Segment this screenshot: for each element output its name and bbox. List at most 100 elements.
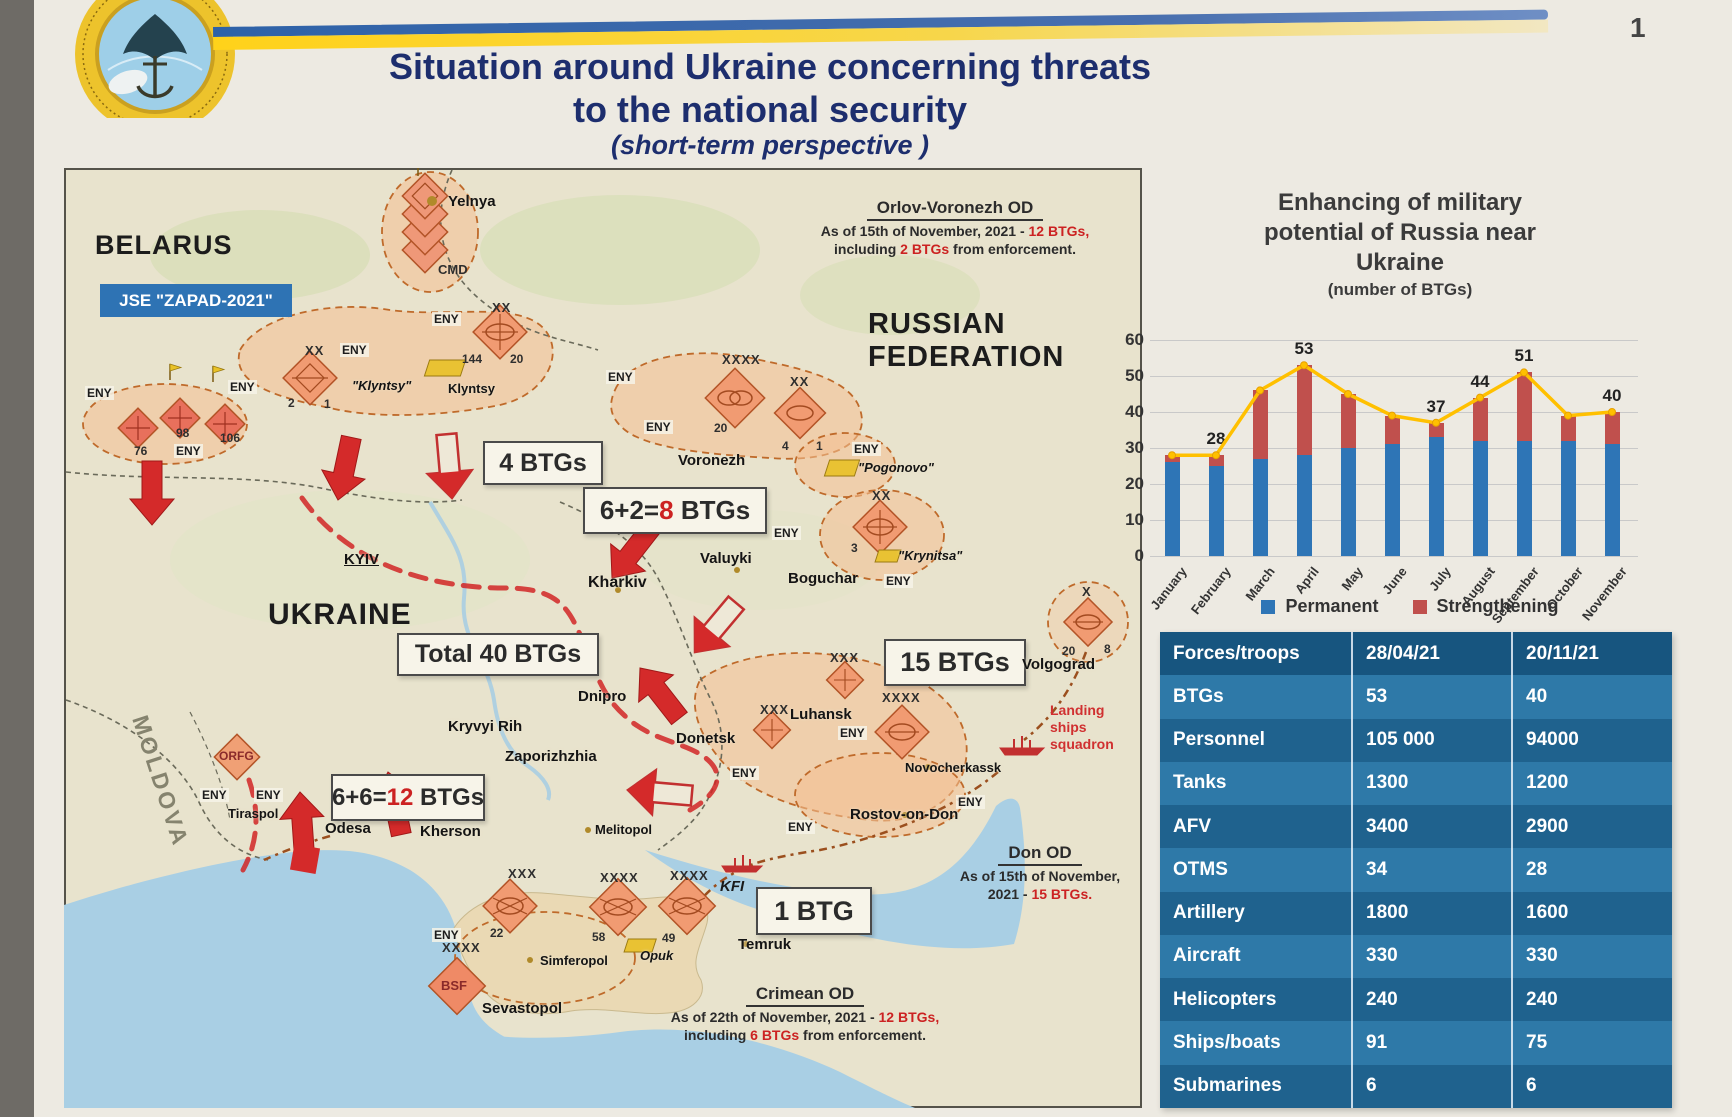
attack-arrows	[128, 432, 746, 875]
city-sevastopol: Sevastopol	[482, 1000, 563, 1017]
city-rostov-on-don: Rostov-on-Don	[850, 806, 959, 823]
don-od-title: Don OD	[998, 843, 1082, 866]
city-yelnya: Yelnya	[448, 193, 496, 210]
city-kyiv: KYIV	[344, 551, 380, 568]
slide-title-line2: to the national security	[572, 89, 968, 130]
echelon-xxxx: XXXX	[442, 940, 481, 955]
chart-gridline	[1150, 340, 1638, 341]
landing-line1: Landing	[1050, 702, 1105, 718]
eny-label: ENY	[432, 312, 461, 326]
town-dots	[427, 196, 931, 963]
city-kharkiv: Kharkiv	[588, 574, 647, 591]
eny-label: ENY	[432, 928, 461, 942]
don-od-line2: 2021 -	[987, 886, 1032, 902]
table-row-cell-2: 40	[1526, 685, 1548, 707]
bar-strengthening	[1164, 455, 1180, 463]
chart-ytick: 40	[1125, 402, 1144, 421]
btg12-pre: 6+6=	[331, 783, 387, 811]
forces-table: Forces/troops 28/04/21 20/11/21 BTGs 53 40 Per…	[1160, 632, 1672, 1108]
bar-strengthening	[1340, 394, 1356, 448]
table-row-cell-1: 53	[1353, 675, 1513, 719]
table-row-cell-0: AFV	[1160, 805, 1353, 849]
table-row: Helicopters 240 240	[1160, 978, 1672, 1022]
btg-box-total: Total 40 BTGs	[397, 633, 599, 676]
echelon-xxxx: XXXX	[670, 868, 709, 883]
chart-title-line1: Enhancing of military	[1277, 189, 1523, 216]
country-label-russia-1: RUSSIAN	[868, 308, 1006, 340]
city-donetsk: Donetsk	[676, 730, 736, 747]
chart-title-line3: Ukraine	[1355, 249, 1445, 276]
unit-number: 76	[134, 444, 148, 458]
bar-strengthening	[1296, 365, 1312, 456]
echelon-xxxx: XXXX	[600, 870, 639, 885]
country-label-russia-2: FEDERATION	[868, 341, 1065, 373]
unit-number: 2	[288, 396, 295, 410]
table-row-cell-2: 1200	[1526, 772, 1569, 794]
page-number: 1	[1630, 12, 1646, 43]
btg12-post: BTGs	[413, 783, 485, 811]
chart-gridline	[1150, 376, 1638, 377]
bsf-label: BSF	[441, 978, 467, 993]
legend-swatch-permanent	[1261, 599, 1276, 614]
city-kherson: Kherson	[420, 823, 481, 840]
echelon-xxx: XXX	[830, 650, 860, 665]
eny-label: ENY	[772, 526, 801, 540]
table-row-cell-0: BTGs	[1160, 675, 1353, 719]
eny-label: ENY	[228, 380, 257, 394]
unit-number: 22	[490, 926, 504, 940]
table-header-row: Forces/troops 28/04/21 20/11/21	[1160, 632, 1672, 676]
site-opuk: Opuk	[640, 948, 674, 963]
table-row-cell-2: 2900	[1526, 815, 1569, 837]
unit-number: 49	[662, 931, 676, 945]
city-dnipro: Dnipro	[578, 688, 627, 705]
table-header-row-cell-0: Forces/troops	[1160, 632, 1353, 676]
crimean-od-block: Crimean OD As of 22th of November, 2021 …	[640, 984, 970, 1043]
landing-line3: squadron	[1050, 736, 1114, 752]
site-krynitsa: "Krynitsa"	[898, 548, 963, 563]
chart-point-label: 51	[1514, 346, 1534, 366]
unit-number: 20	[714, 421, 728, 435]
site-pogonovo: "Pogonovo"	[858, 460, 934, 475]
city-melitopol: Melitopol	[595, 822, 653, 837]
table-row-cell-1: 105 000	[1353, 718, 1513, 762]
table-row-cell-1: 240	[1353, 978, 1513, 1022]
chart-point-label: 44	[1470, 371, 1490, 391]
city-zaporizhzhia: Zaporizhzhia	[505, 748, 597, 765]
table-row: Ships/boats 91 75	[1160, 1021, 1672, 1065]
eny-label: ENY	[786, 820, 815, 834]
crimean-od-line2: including	[684, 1027, 751, 1043]
black-sea	[64, 798, 1025, 1108]
orlov-voronezh-od-block: Orlov-Voronezh OD As of 15th of November…	[805, 198, 1105, 257]
chart-subtitle: (number of BTGs)	[1327, 280, 1473, 299]
city-valuyki: Valuyki	[700, 550, 752, 567]
table-row-cell-0: Tanks	[1160, 761, 1353, 806]
echelon-xxx: XXX	[508, 866, 538, 881]
bar-permanent	[1516, 440, 1532, 556]
unit-number: 1	[816, 439, 823, 453]
country-label-ukraine: UKRAINE	[268, 598, 412, 631]
table-row-cell-2: 28	[1526, 858, 1548, 880]
city-voronezh: Voronezh	[678, 452, 746, 469]
crimean-od-line1-red: 12 BTGs,	[878, 1009, 940, 1025]
table-row-cell-2: 94000	[1526, 729, 1579, 751]
landing-ships-label: Landing ships squadron	[1050, 702, 1114, 753]
bar-permanent	[1296, 455, 1312, 556]
btg-box-15: 15 BTGs	[884, 639, 1026, 686]
chart-ytick: 60	[1125, 330, 1144, 349]
city-novocherkassk: Novocherkassk	[905, 760, 1002, 775]
flag-icons	[169, 168, 419, 382]
city-klyntsy: Klyntsy	[448, 381, 495, 396]
orlov-od-line2: including	[834, 241, 901, 257]
chart-ytick: 10	[1125, 510, 1144, 529]
bar-permanent	[1604, 444, 1620, 556]
btg-box-1: 1 BTG	[756, 887, 872, 935]
table-row-cell-0: Helicopters	[1160, 978, 1353, 1022]
landing-line2: ships	[1050, 719, 1087, 735]
front-line	[240, 495, 720, 873]
table-row: AFV 3400 2900	[1160, 805, 1672, 849]
unit-number: 8	[1104, 642, 1111, 656]
city-simferopol: Simferopol	[540, 953, 608, 968]
eny-label: ENY	[730, 766, 759, 780]
echelon-xx: XX	[790, 374, 810, 389]
eny-label: ENY	[85, 386, 114, 400]
